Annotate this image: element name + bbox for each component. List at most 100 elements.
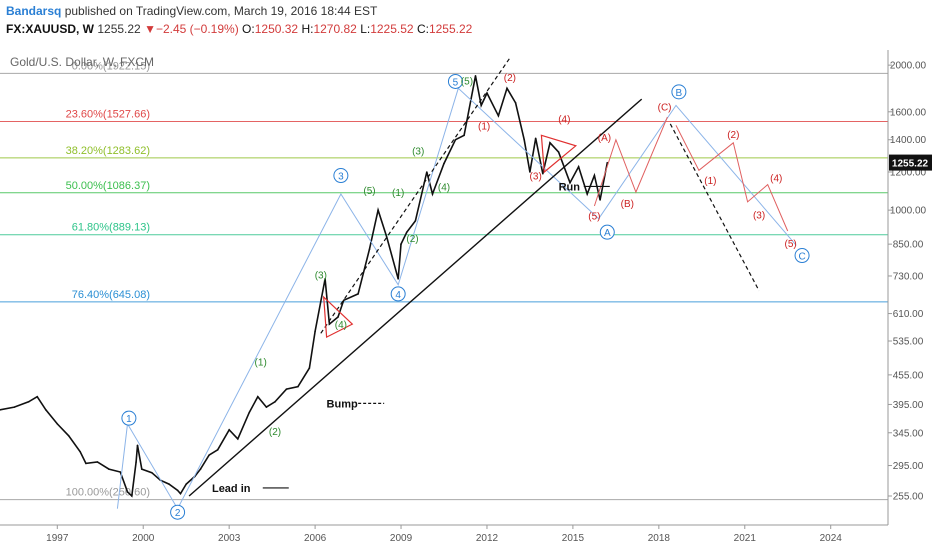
price-change: −2.45 (−0.19%): [155, 22, 239, 36]
annotation-label: Run: [559, 181, 581, 193]
price-point: [126, 491, 129, 493]
price-point: [463, 134, 465, 137]
wave-label: (3): [412, 146, 424, 157]
price-point: [593, 174, 596, 177]
price-point: [368, 248, 371, 250]
price-point: [400, 243, 402, 245]
low-value: 1225.52: [370, 22, 414, 36]
price-tick-label: 535.00: [893, 336, 924, 347]
red-wave-path: [675, 125, 789, 232]
price-point: [523, 138, 526, 141]
publish-line: Bandarsq published on TradingView.com, M…: [6, 4, 377, 18]
wave-circle: [390, 286, 406, 302]
price-tick-label: 2000.00: [890, 61, 927, 72]
price-point: [599, 199, 601, 201]
price-point: [377, 209, 379, 211]
support-trendline: [188, 98, 643, 497]
wave-label: 5: [453, 77, 459, 88]
wave-label: 4: [395, 290, 401, 301]
price-point: [397, 278, 399, 280]
high-label: H:: [301, 22, 314, 36]
time-tick-label: 2012: [476, 533, 499, 544]
blue-wave-path: [116, 87, 797, 510]
price-point: [557, 151, 560, 153]
low-label: L:: [360, 22, 371, 36]
wave-label: 1: [126, 414, 132, 425]
high-value: 1270.82: [313, 22, 357, 36]
price-point: [385, 236, 388, 238]
wave-label: B: [676, 88, 683, 99]
price-point: [108, 468, 110, 470]
price-point: [297, 385, 299, 388]
price-point: [480, 104, 483, 107]
triangle-pattern: [322, 295, 354, 339]
time-axis[interactable]: 1997 2000 2003 2006 2009 2012 2015 2018 2021 2024: [46, 525, 842, 544]
wave-label: (5): [588, 211, 600, 222]
price-tick-label: 345.00: [893, 428, 924, 439]
price-tick-label: 255.00: [893, 492, 924, 503]
triangle-pattern: [540, 134, 578, 174]
wave-circle: [121, 410, 137, 426]
price-point: [130, 495, 133, 497]
price-point: [119, 471, 122, 473]
wave-label: (B): [621, 199, 634, 210]
red-wave-path: [593, 116, 668, 207]
wave-label: 2: [175, 508, 181, 519]
wave-label: (C): [658, 103, 672, 114]
price-point: [405, 231, 408, 233]
price-point: [176, 489, 179, 492]
wave-label: (5): [363, 186, 375, 197]
price-point: [506, 87, 508, 90]
wave-label: (3): [315, 271, 327, 282]
price-point: [474, 75, 477, 77]
price-point: [216, 449, 219, 451]
last-price-tag: [889, 154, 932, 171]
wave-circle: [170, 504, 186, 520]
price-point: [328, 323, 331, 325]
wave-label: C: [798, 252, 805, 263]
time-tick-label: 2024: [820, 533, 843, 544]
wave-label: (4): [770, 173, 782, 184]
price-point: [534, 137, 537, 140]
price-point: [443, 162, 445, 165]
symbol-label[interactable]: FX:XAUUSD, W: [6, 22, 94, 36]
price-chart[interactable]: 0.00%(1922.15) 23.60%(1527.66) 38.20%(1283…: [0, 50, 932, 550]
wave-label: (1): [392, 188, 404, 199]
chart-header: Bandarsq published on TradingView.com, M…: [0, 0, 932, 50]
price-point: [357, 293, 359, 295]
price-point: [542, 172, 544, 175]
fib-label: 23.60%(1527.66): [66, 108, 150, 120]
wave-label: A: [604, 228, 611, 239]
price-point: [140, 468, 143, 470]
wave-label: (2): [406, 234, 418, 245]
price-tick-label: 455.00: [893, 370, 924, 381]
wave-circle: [599, 224, 615, 240]
wave-circle: [333, 168, 349, 184]
price-series: [0, 75, 609, 498]
price-point: [36, 395, 39, 398]
price-axis[interactable]: 2000.00 1600.00 1400.00 1200.00 1000.00 850.0…: [888, 61, 932, 503]
price-point: [135, 461, 137, 463]
wave-label: (1): [704, 176, 716, 187]
price-point: [514, 102, 517, 104]
last-price: 1255.22: [97, 22, 141, 36]
wave-label: (2): [269, 427, 281, 438]
price-point: [285, 388, 288, 390]
price-point: [45, 409, 47, 411]
plot-background: [0, 50, 888, 525]
open-value: 1250.32: [254, 22, 299, 36]
price-point: [185, 483, 187, 485]
price-point: [586, 193, 589, 195]
price-point: [308, 367, 311, 369]
close-value: 1255.22: [428, 22, 473, 36]
chart-title: Gold/U.S. Dollar, W, FXCM: [10, 55, 154, 69]
wave-circle: [671, 84, 687, 100]
price-point: [431, 193, 434, 195]
price-point: [606, 161, 609, 164]
drawings: [116, 57, 797, 510]
author-link[interactable]: Bandarsq: [6, 4, 62, 18]
last-price-label: 1255.22: [892, 159, 929, 170]
fib-label: 0.00%(1922.15): [72, 60, 150, 72]
price-point: [324, 278, 326, 280]
down-arrow-icon: ▼: [144, 22, 156, 36]
